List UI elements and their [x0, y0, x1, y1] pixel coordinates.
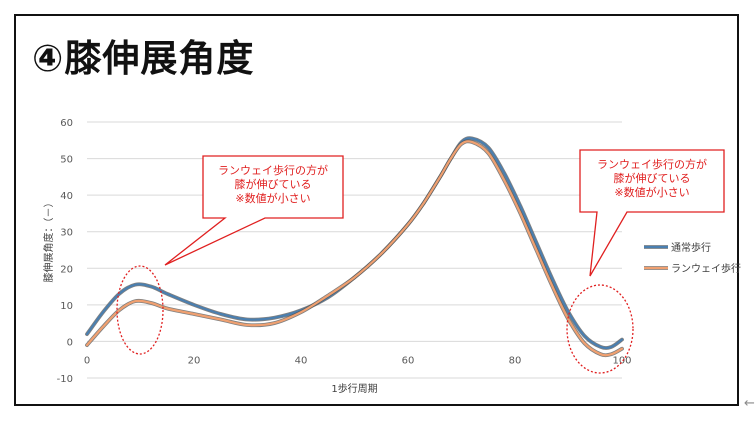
- callout-text-line: 膝が伸びている: [614, 171, 691, 185]
- x-tick-label: 20: [188, 356, 201, 367]
- highlight-ellipse-early: [116, 265, 164, 355]
- y-axis-title: 膝伸展角度：（－）: [42, 198, 55, 283]
- series-line-normal-walk-outline: [85, 136, 624, 350]
- legend-label: ランウェイ歩行: [671, 262, 741, 275]
- y-tick-label: 20: [60, 264, 73, 275]
- back-arrow-icon[interactable]: ←: [744, 396, 755, 411]
- y-tick-label: 40: [60, 191, 73, 202]
- series-line-runway-walk: [85, 140, 624, 357]
- callout-text-line: ※数値が小さい: [614, 185, 689, 199]
- legend-label: 通常歩行: [671, 241, 711, 254]
- callout-text-line: ランウェイ歩行の方が: [597, 157, 707, 171]
- y-tick-label: 30: [60, 228, 73, 239]
- callout-text-line: ランウェイ歩行の方が: [218, 163, 328, 177]
- series-line-normal-walk: [85, 137, 624, 350]
- x-tick-label: 60: [402, 356, 415, 367]
- callout-text-line: ※数値が小さい: [235, 191, 310, 205]
- x-axis-title: 1歩行周期: [331, 382, 377, 395]
- x-tick-label: 0: [84, 356, 90, 367]
- slide-title: ④膝伸展角度: [32, 37, 255, 80]
- y-tick-label: 60: [60, 118, 73, 129]
- y-tick-label: -10: [57, 374, 73, 385]
- callout-text-line: 膝が伸びている: [235, 177, 312, 191]
- callout-box: [164, 155, 344, 266]
- y-tick-label: 10: [60, 301, 73, 312]
- x-tick-label: 80: [509, 356, 522, 367]
- highlight-ellipse-late: [566, 284, 634, 374]
- x-tick-label: 100: [612, 356, 631, 367]
- x-tick-label: 40: [295, 356, 308, 367]
- callout-box: [579, 149, 725, 277]
- series-line-runway-walk-outline: [85, 139, 624, 358]
- y-tick-label: 50: [60, 155, 73, 166]
- y-tick-label: 0: [67, 337, 73, 348]
